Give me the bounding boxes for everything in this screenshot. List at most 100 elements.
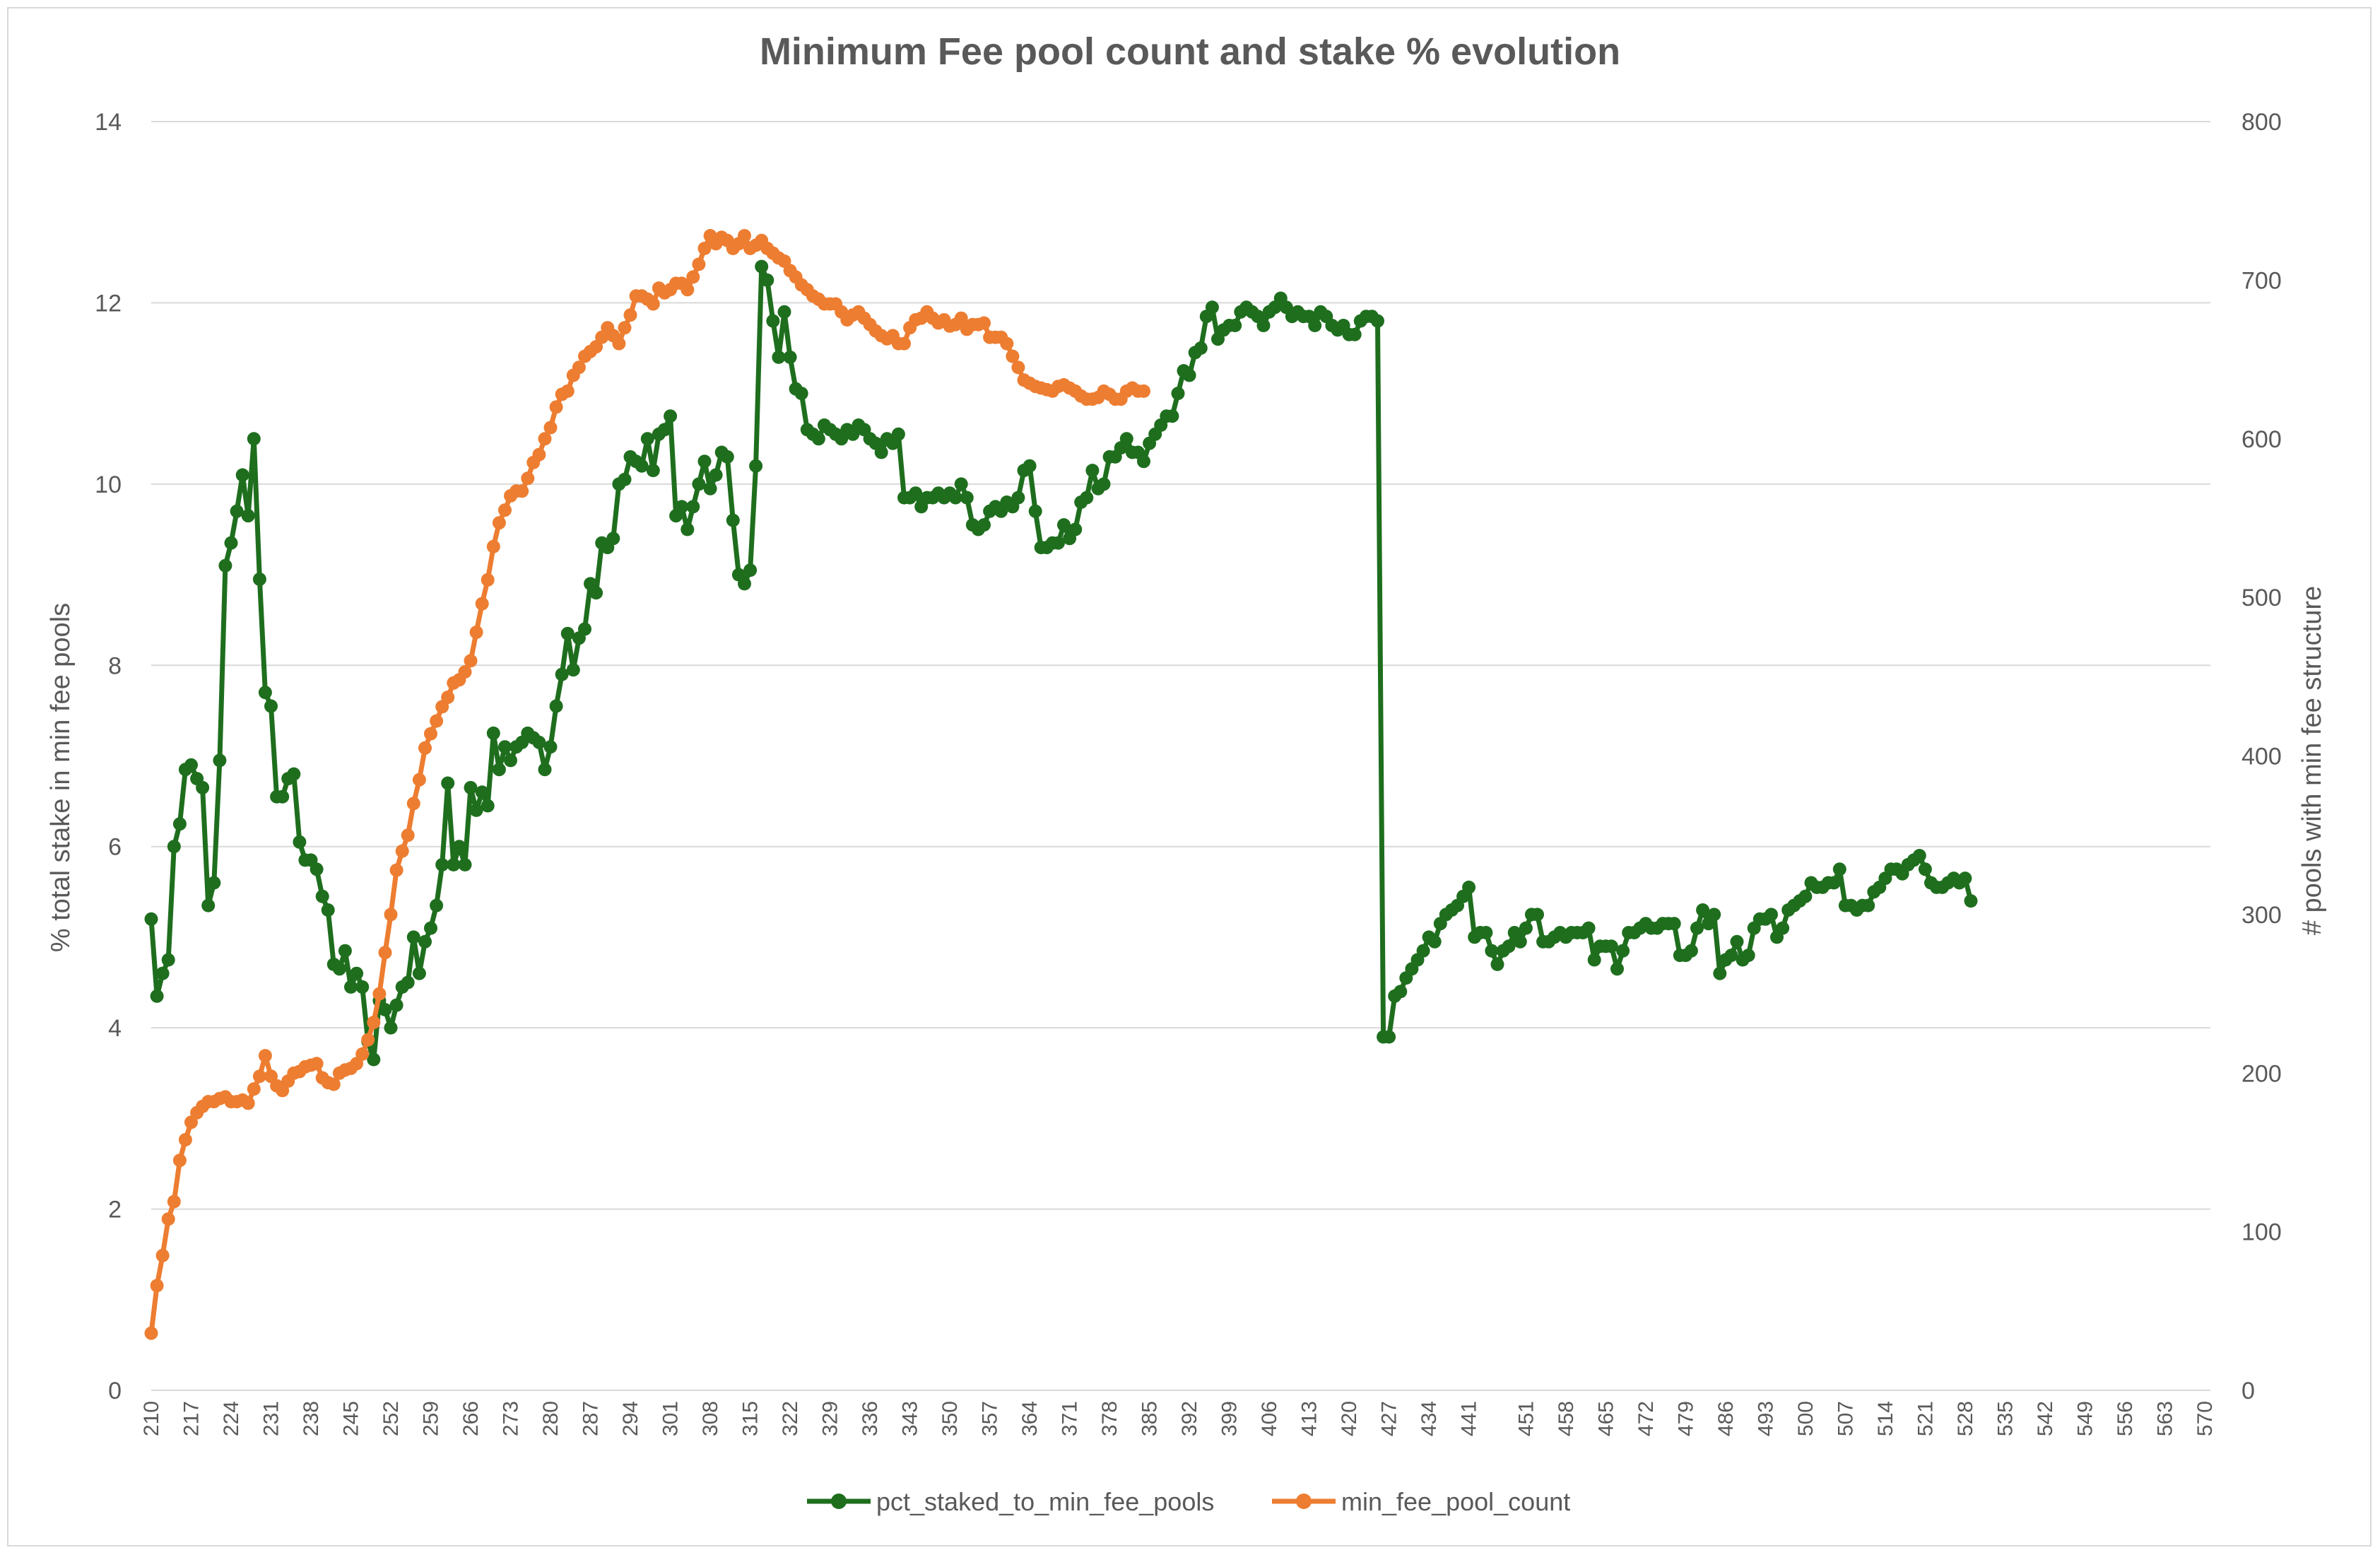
data-point: [201, 898, 216, 913]
data-point: [452, 840, 466, 854]
x-tick-label: 458: [1555, 1401, 1578, 1436]
legend: pct_staked_to_min_fee_pools min_fee_pool…: [807, 1487, 1570, 1516]
data-point: [891, 427, 905, 441]
data-point: [435, 857, 449, 872]
series-line-min_fee_pool_count: [148, 233, 1144, 1334]
data-point: [378, 946, 392, 960]
data-point: [224, 536, 238, 550]
data-point: [184, 758, 198, 772]
data-point: [155, 966, 170, 980]
data-point: [310, 1057, 324, 1071]
data-point: [1958, 872, 1972, 886]
right-tick-label: 300: [2241, 902, 2282, 929]
data-point: [1713, 966, 1727, 980]
x-tick-label: 570: [2193, 1401, 2217, 1436]
left-axis-ticks: 0 2 4 6 8 10 12 14: [95, 109, 122, 1404]
data-point: [492, 763, 506, 777]
data-point: [196, 780, 210, 794]
x-tick-label: 371: [1059, 1401, 1082, 1436]
data-point: [293, 835, 307, 849]
data-point: [954, 477, 968, 491]
x-tick-label: 563: [2153, 1401, 2176, 1436]
data-point: [486, 726, 500, 740]
x-tick-label: 528: [1954, 1401, 1977, 1436]
x-tick-label: 231: [260, 1401, 283, 1436]
data-point: [772, 350, 786, 364]
data-point: [1228, 319, 1242, 332]
right-tick-label: 100: [2241, 1219, 2282, 1246]
data-point: [1416, 944, 1430, 958]
x-tick-label: 378: [1098, 1401, 1121, 1436]
x-tick-label: 294: [619, 1401, 642, 1436]
x-tick-label: 217: [180, 1401, 204, 1436]
data-point: [1765, 908, 1778, 922]
data-point: [1490, 957, 1504, 971]
data-point: [1011, 491, 1025, 505]
data-point: [276, 790, 290, 804]
x-tick-label: 420: [1338, 1401, 1361, 1436]
x-tick-label: 350: [938, 1401, 962, 1436]
data-point: [1165, 409, 1179, 423]
data-point: [1182, 368, 1196, 382]
data-point: [441, 776, 455, 790]
data-point: [161, 1212, 175, 1226]
data-point: [1610, 962, 1624, 976]
data-point: [1513, 934, 1527, 949]
data-point: [326, 1077, 341, 1091]
left-tick-label: 12: [95, 290, 122, 317]
data-point: [578, 622, 591, 636]
data-point: [749, 459, 763, 473]
data-point: [549, 400, 563, 414]
data-point: [504, 753, 517, 768]
data-point: [241, 509, 255, 523]
x-tick-label: 514: [1874, 1401, 1897, 1436]
data-point: [692, 257, 706, 271]
data-point: [572, 360, 586, 375]
data-point: [1832, 862, 1846, 876]
x-tick-label: 252: [379, 1401, 403, 1436]
data-point: [1741, 949, 1755, 963]
data-point: [1308, 319, 1322, 332]
data-point: [321, 903, 335, 917]
data-point: [395, 844, 409, 858]
x-tick-label: 406: [1258, 1401, 1281, 1436]
data-point: [1137, 384, 1150, 398]
data-point: [332, 962, 346, 976]
data-point: [1011, 360, 1025, 375]
x-tick-label: 451: [1514, 1401, 1538, 1436]
x-axis-ticks: 210 217 224 231 238 245 252 259 266 273 280 287 294 3…: [140, 1401, 2217, 1436]
data-point: [469, 626, 483, 639]
data-point: [287, 767, 301, 781]
data-point: [960, 491, 974, 505]
data-point: [618, 472, 632, 486]
data-point: [247, 432, 261, 446]
data-point: [464, 654, 478, 668]
x-tick-label: 479: [1674, 1401, 1697, 1436]
data-point: [264, 699, 278, 713]
series-min_fee_pool_count: [144, 229, 1150, 1340]
x-tick-label: 308: [699, 1401, 722, 1436]
series-layer: [144, 229, 1978, 1340]
left-axis-title: % total stake in min fee pools: [46, 603, 76, 952]
data-point: [794, 387, 808, 401]
x-tick-label: 329: [819, 1401, 842, 1436]
data-point: [538, 763, 552, 777]
data-point: [1068, 522, 1083, 536]
x-tick-label: 472: [1634, 1401, 1658, 1436]
data-point: [658, 423, 671, 437]
data-point: [1616, 944, 1630, 958]
left-tick-label: 10: [95, 471, 122, 498]
data-point: [954, 311, 968, 325]
right-tick-label: 700: [2241, 267, 2282, 294]
x-tick-label: 392: [1178, 1401, 1201, 1436]
data-point: [726, 513, 740, 527]
x-tick-label: 535: [1993, 1401, 2017, 1436]
data-point: [720, 450, 734, 464]
data-point: [1531, 908, 1544, 922]
data-point: [521, 471, 535, 486]
data-point: [560, 384, 575, 398]
data-point: [384, 1021, 398, 1035]
data-point: [150, 989, 164, 1003]
data-point: [475, 597, 489, 611]
left-tick-label: 8: [108, 652, 122, 679]
